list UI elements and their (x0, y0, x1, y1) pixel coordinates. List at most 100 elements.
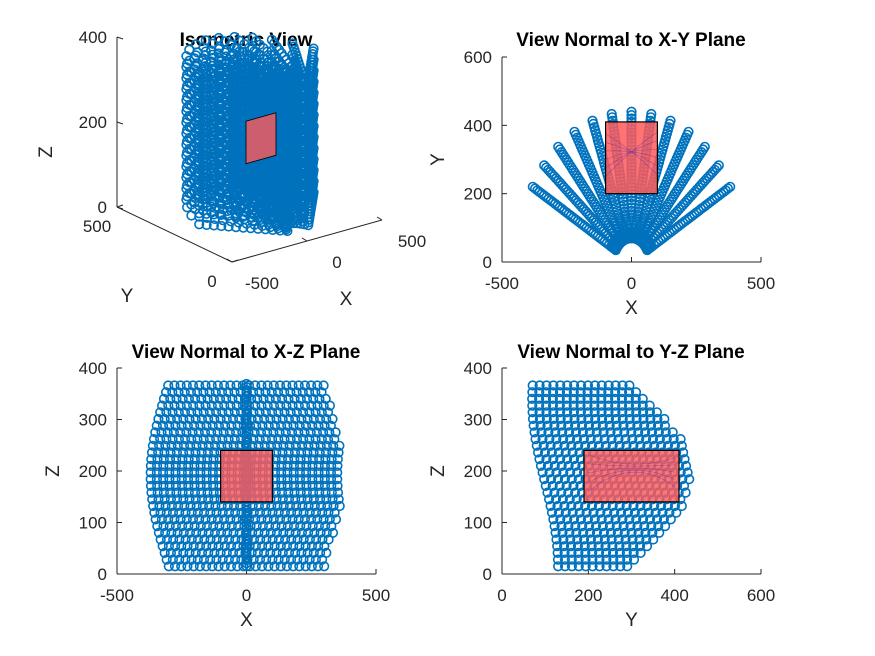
iso-data-point (216, 99, 227, 110)
xz-data-point (325, 467, 337, 478)
iso-data-point (282, 181, 293, 192)
xz-data-point (171, 447, 182, 458)
xz-data-point (167, 434, 178, 445)
xz-data-point (314, 487, 325, 498)
xy-y-tick-label: 0 (483, 253, 492, 272)
xy-data-point (553, 141, 564, 152)
xy-y-label: Y (428, 153, 449, 166)
yz-data-point (608, 561, 619, 572)
xy-data-point (696, 147, 707, 158)
xz-data-point (319, 467, 330, 478)
xz-data-point (307, 467, 318, 478)
yz-data-point (583, 413, 594, 425)
yz-data-point (598, 527, 610, 538)
xz-data-point (208, 454, 219, 465)
xz-data-point (325, 474, 337, 485)
yz-data-point (613, 534, 624, 545)
xz-data-point (296, 447, 307, 458)
iso-data-point (282, 93, 293, 104)
yz-data-point (541, 413, 552, 425)
yz-data-point (536, 427, 547, 438)
yz-data-point (639, 520, 650, 532)
iso-data-point (252, 190, 264, 201)
iso-data-point (208, 154, 219, 165)
xz-data-point (177, 480, 188, 492)
xy-x-tick-label: -500 (485, 274, 519, 293)
xz-data-point (307, 420, 318, 431)
yz-data-point (582, 400, 593, 411)
yz-data-point (590, 520, 602, 532)
xz-data-point (196, 447, 207, 458)
xz-data-point (159, 447, 170, 458)
yz-data-point (634, 541, 646, 552)
xz-data-point (170, 420, 181, 431)
xz-data-point (165, 447, 176, 458)
xz-data-point (326, 487, 337, 498)
xy-data-point (529, 183, 541, 194)
xz-data-point (301, 480, 312, 492)
yz-data-point (560, 507, 571, 518)
yz-data-point (624, 514, 635, 525)
xz-data-point (262, 514, 273, 525)
iso-data-point (230, 78, 242, 89)
yz-data-point (555, 380, 566, 391)
xz-data-point (332, 454, 343, 465)
yz-x-label: Y (625, 610, 638, 631)
yz-data-point (587, 561, 598, 572)
yz-data-point (574, 507, 585, 518)
xz-data-point (272, 440, 283, 451)
xz-data-point (201, 480, 212, 492)
iso-data-point (230, 133, 242, 144)
yz-data-point (603, 387, 614, 398)
iso-z-tick (116, 36, 124, 40)
xz-data-point (299, 380, 311, 391)
iso-data-point (194, 197, 205, 208)
iso-data-point (216, 176, 227, 187)
xz-y-tick-label: 400 (79, 359, 107, 378)
yz-data-point (559, 561, 571, 572)
xz-data-point (186, 507, 197, 518)
xz-data-point (313, 474, 324, 485)
xy-data-point (620, 209, 631, 220)
yz-data-point (606, 534, 617, 545)
iso-data-point (267, 191, 278, 202)
xz-data-point (193, 427, 204, 438)
xz-data-point (229, 434, 240, 445)
iso-data-point (216, 187, 227, 198)
xz-data-point (307, 520, 318, 532)
yz-data-point (532, 447, 544, 458)
xz-data-point (267, 507, 278, 518)
yz-data-point (654, 434, 666, 445)
iso-data-point (223, 144, 234, 155)
iso-data-point (208, 131, 219, 143)
xz-data-point (309, 527, 320, 538)
iso-data-point (275, 203, 286, 214)
xz-data-point (282, 474, 293, 485)
xz-data-point (288, 520, 300, 532)
xz-data-point (160, 500, 171, 512)
xz-data-point (263, 420, 274, 431)
xz-data-point (184, 413, 195, 425)
yz-data-point (556, 460, 567, 472)
xz-data-point (198, 434, 209, 445)
yz-data-point (530, 434, 541, 445)
yz-data-point (561, 400, 572, 411)
xz-data-point (251, 420, 262, 431)
xz-data-point (313, 460, 324, 472)
yz-data-point (566, 440, 577, 451)
yz-data-point (537, 434, 548, 445)
iso-data-point (223, 133, 234, 144)
xz-data-point (147, 494, 158, 505)
iso-data-point (216, 198, 227, 209)
yz-data-point (592, 434, 603, 445)
xz-data-point (172, 527, 183, 538)
yz-data-point (552, 474, 564, 485)
yz-data-point (564, 527, 575, 538)
yz-data-point (637, 393, 648, 405)
yz-data-point (620, 434, 631, 445)
yz-data-point (596, 387, 607, 398)
yz-data-point (556, 487, 567, 498)
yz-y-tick-label: 200 (464, 462, 492, 481)
iso-data-point (208, 176, 219, 187)
xy-beam-line (605, 133, 658, 176)
